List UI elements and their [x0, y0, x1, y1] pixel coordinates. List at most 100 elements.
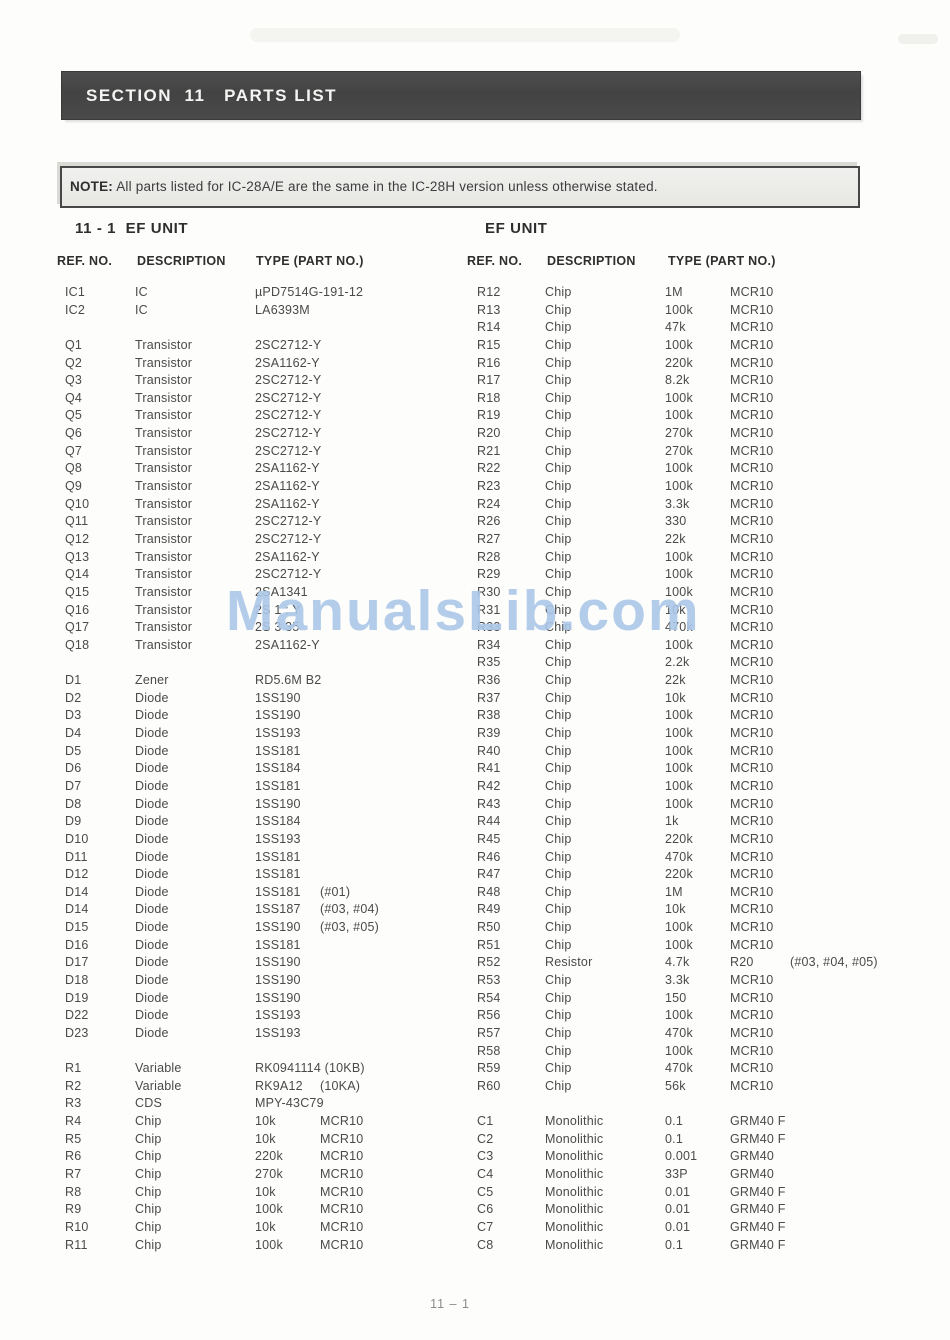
table-row: D1 Zener RD5.6M B2 [65, 671, 465, 689]
ref-cell: D1 [65, 673, 82, 688]
table-row: D15 Diode 1SS190 (#03, #05) [65, 918, 465, 936]
ref-cell: D22 [65, 1008, 89, 1023]
partno-cell: GRM40 [730, 1167, 775, 1182]
partno-cell: MCR10 [730, 408, 774, 423]
right-col-header-type: TYPE (PART NO.) [668, 254, 776, 268]
table-row: D23 Diode 1SS193 [65, 1024, 465, 1042]
partno-cell: MCR10 [730, 726, 774, 741]
table-row: R8 Chip 10k MCR10 [65, 1183, 465, 1201]
type-cell: 100k [665, 761, 693, 776]
note-label: NOTE: [70, 179, 113, 194]
left-col-header-desc: DESCRIPTION [137, 254, 226, 268]
ref-cell: C3 [477, 1149, 494, 1164]
partno-cell: MCR10 [730, 673, 774, 688]
table-row: R23 Chip 100k MCR10 [477, 477, 877, 495]
ref-cell: R28 [477, 549, 501, 564]
ref-cell: D9 [65, 814, 82, 829]
ref-cell: R2 [65, 1078, 82, 1093]
description-cell: Transistor [135, 373, 193, 388]
table-row: D7 Diode 1SS181 [65, 777, 465, 795]
table-row: Q13 Transistor 2SA1162-Y [65, 548, 465, 566]
table-row: R10 Chip 10k MCR10 [65, 1218, 465, 1236]
partno-cell: GRM40 F [730, 1114, 786, 1129]
ref-cell: R1 [65, 1061, 82, 1076]
section-header-bar: SECTION 11 PARTS LIST [62, 72, 860, 119]
type-cell: 100k [665, 549, 693, 564]
type-cell: 100k [665, 778, 693, 793]
type-cell: 100k [665, 408, 693, 423]
partno-cell: MCR10 [320, 1237, 364, 1252]
partno-cell: MCR10 [730, 1043, 774, 1058]
table-row: R19 Chip 100k MCR10 [477, 406, 877, 424]
ref-cell: R18 [477, 390, 501, 405]
description-cell: Transistor [135, 549, 193, 564]
ref-cell: R24 [477, 496, 501, 511]
partno-cell: MCR10 [730, 884, 774, 899]
table-row: D5 Diode 1SS181 [65, 742, 465, 760]
description-cell: Chip [545, 726, 572, 741]
ref-cell: R42 [477, 778, 501, 793]
table-row: Q16 Transistor 2S 1 : Y [65, 601, 465, 619]
type-cell: 1SS193 [255, 726, 301, 741]
right-col-header-desc: DESCRIPTION [547, 254, 636, 268]
table-row: D9 Diode 1SS184 [65, 812, 465, 830]
type-cell: 100k [665, 743, 693, 758]
type-cell: 1SS181 [255, 867, 301, 882]
table-gap-row [477, 1094, 877, 1112]
partno-cell: MCR10 [730, 796, 774, 811]
ref-cell: R38 [477, 708, 501, 723]
ref-cell: Q10 [65, 496, 90, 511]
type-cell: 22k [665, 673, 686, 688]
type-cell: 1SS184 [255, 814, 301, 829]
ref-cell: D19 [65, 990, 89, 1005]
type-cell: 1SS181 [255, 849, 301, 864]
table-row: Q10 Transistor 2SA1162-Y [65, 495, 465, 513]
type-cell: 22k [665, 531, 686, 546]
partno-cell: MCR10 [730, 814, 774, 829]
description-cell: Diode [135, 849, 169, 864]
description-cell: Chip [545, 390, 572, 405]
ref-cell: Q6 [65, 426, 83, 441]
description-cell: Diode [135, 831, 169, 846]
description-cell: Diode [135, 990, 169, 1005]
description-cell: Transistor [135, 514, 193, 529]
description-cell: Monolithic [545, 1184, 604, 1199]
partno-cell: MCR10 [320, 1219, 364, 1234]
table-row: C1 Monolithic 0.1 GRM40 F [477, 1112, 877, 1130]
type-cell: 3.3k [665, 496, 690, 511]
description-cell: Diode [135, 955, 169, 970]
description-cell: Transistor [135, 390, 193, 405]
table-row: Q12 Transistor 2SC2712-Y [65, 530, 465, 548]
ref-cell: C8 [477, 1237, 494, 1252]
table-row: R58 Chip 100k MCR10 [477, 1042, 877, 1060]
partno-cell: MCR10 [730, 390, 774, 405]
ref-cell: Q8 [65, 461, 83, 476]
ref-cell: R49 [477, 902, 501, 917]
partno-cell: MCR10 [730, 867, 774, 882]
ref-cell: R43 [477, 796, 501, 811]
table-row: Q11 Transistor 2SC2712-Y [65, 512, 465, 530]
ref-cell: R44 [477, 814, 501, 829]
type-cell: 100k [665, 937, 693, 952]
ref-cell: R50 [477, 920, 501, 935]
partno-cell: MCR10 [730, 849, 774, 864]
type-cell: 2SA1162-Y [255, 496, 320, 511]
type-cell: 1SS181 [255, 743, 301, 758]
type-cell: 1SS190 [255, 955, 301, 970]
partno-cell: MCR10 [730, 1025, 774, 1040]
table-row: D22 Diode 1SS193 [65, 1006, 465, 1024]
ref-cell: Q5 [65, 408, 83, 423]
table-row: R33 Chip 470k MCR10 [477, 618, 877, 636]
note-cell: (#03, #05) [320, 920, 379, 935]
type-cell: 1SS190 [255, 690, 301, 705]
ref-cell: R57 [477, 1025, 501, 1040]
description-cell: Chip [545, 514, 572, 529]
partno-cell: MCR10 [730, 567, 774, 582]
partno-cell: MCR10 [730, 620, 774, 635]
table-row: R35 Chip 2.2k MCR10 [477, 653, 877, 671]
table-row: Q3 Transistor 2SC2712-Y [65, 371, 465, 389]
description-cell: Chip [135, 1149, 162, 1164]
ref-cell: D3 [65, 708, 82, 723]
table-row: Q9 Transistor 2SA1162-Y [65, 477, 465, 495]
table-row: Q4 Transistor 2SC2712-Y [65, 389, 465, 407]
